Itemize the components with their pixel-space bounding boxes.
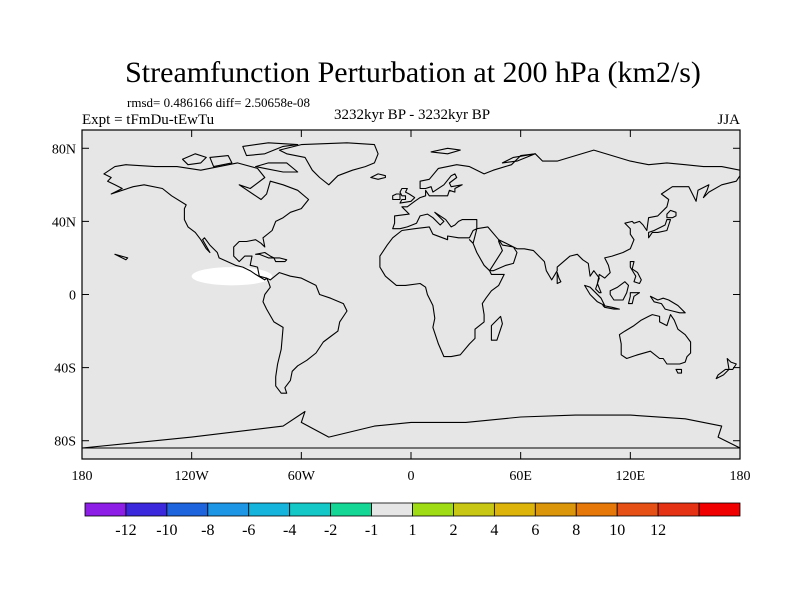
colorbar-label-1: -12 [115, 522, 136, 539]
colorbar-label-13: 10 [609, 522, 625, 539]
colorbar-label-4: -6 [242, 522, 255, 539]
colorbar-label-12: 8 [572, 522, 580, 539]
colorbar-box-7 [330, 502, 372, 517]
colorbar-box-10 [453, 502, 495, 517]
coastline-23 [82, 410, 740, 449]
coastline-9 [675, 368, 683, 374]
colorbar-label-14: 12 [650, 522, 666, 539]
colorbar-label-5: -4 [283, 522, 296, 539]
colorbar: -12 -10 -8 -6 -4 -2 -1 1 2 4 6 8 10 12 [84, 502, 741, 539]
colorbar-label-2: -10 [156, 522, 177, 539]
colorbar-label-10: 4 [490, 522, 498, 539]
x-tick-label-1: 180 [72, 469, 93, 484]
colorbar-box-15 [657, 502, 700, 517]
y-tick-label-2: 40N [52, 215, 76, 230]
coastline-16 [609, 281, 630, 301]
x-tick-label-2: 120W [175, 469, 210, 484]
colorbar-label-3: -8 [201, 522, 214, 539]
coastline-6 [392, 193, 401, 201]
y-tick-label-1: 80N [52, 142, 76, 157]
chart-title: Streamfunction Perturbation at 200 hPa (… [125, 56, 701, 89]
colorbar-box-4 [207, 502, 250, 517]
colorbar-box-3 [166, 502, 209, 517]
colorbar-box-16 [698, 502, 741, 517]
coastline-10 [726, 357, 737, 370]
x-tick-label-3: 60W [288, 469, 316, 484]
y-tick-label-4: 40S [54, 362, 76, 377]
coastline-29 [501, 153, 536, 164]
colorbar-label-6: -2 [324, 522, 337, 539]
coastline-3 [262, 272, 348, 394]
colorbar-box-5 [248, 502, 291, 517]
y-tick-label-3: 0 [69, 289, 76, 304]
coastline-26 [255, 162, 299, 173]
coastline-20 [490, 315, 503, 341]
coastline-11 [715, 368, 730, 380]
coastline-18 [649, 295, 686, 314]
coastline-8 [618, 314, 692, 365]
colorbar-box-1 [84, 502, 127, 517]
coastline-1 [103, 162, 310, 281]
colorbar-label-8: 1 [409, 522, 417, 539]
season-text: JJA [717, 112, 740, 128]
coastline-15 [602, 304, 620, 310]
colorbar-label-9: 2 [449, 522, 457, 539]
colorbar-box-2 [125, 502, 168, 517]
coastline-4 [379, 149, 740, 358]
colorbar-box-9 [412, 502, 454, 517]
coastline-30 [556, 272, 562, 285]
colorbar-box-12 [534, 502, 577, 517]
coastline-24 [181, 153, 207, 166]
colorbar-label-11: 6 [531, 522, 539, 539]
coastline-layer [82, 142, 740, 449]
x-tick-label-7: 180 [730, 469, 751, 484]
x-axis: 180 120W 60W 0 60E 120E 180 [72, 130, 751, 484]
y-axis: 80N 40N 0 40S 80S [52, 142, 740, 450]
stats-text: rmsd= 0.486166 diff= 2.50658e-08 [127, 95, 310, 110]
x-tick-label-4: 0 [408, 469, 415, 484]
colorbar-box-13 [575, 502, 618, 517]
coastline-13 [666, 209, 677, 219]
coastline-27 [209, 155, 233, 168]
coastline-5 [399, 187, 416, 204]
map-background [82, 130, 740, 459]
x-tick-label-5: 60E [509, 469, 532, 484]
coastline-21 [273, 257, 288, 263]
coastline-19 [629, 261, 642, 285]
period-text: 3232kyr BP - 3232kyr BP [334, 107, 490, 123]
coastline-31 [114, 253, 129, 261]
coastline-28 [430, 147, 461, 155]
experiment-text: Expt = tFmDu-tEwTu [82, 112, 215, 128]
colorbar-box-14 [616, 502, 659, 517]
coastline-7 [370, 173, 386, 180]
coastline-2 [278, 142, 379, 186]
coastline-17 [627, 292, 641, 305]
map-area: 180 120W 60W 0 60E 120E 180 80N 40N 0 40S 80S [52, 129, 751, 484]
colorbar-box-6 [289, 502, 332, 517]
y-tick-label-5: 80S [54, 435, 76, 450]
colorbar-box-11 [493, 502, 536, 517]
x-tick-label-6: 120E [616, 469, 646, 484]
colorbar-box-8 [371, 502, 413, 517]
coastline-25 [242, 142, 299, 157]
colorbar-label-7: -1 [365, 522, 378, 539]
coastline-22 [255, 251, 275, 259]
coastline-12 [648, 219, 672, 239]
